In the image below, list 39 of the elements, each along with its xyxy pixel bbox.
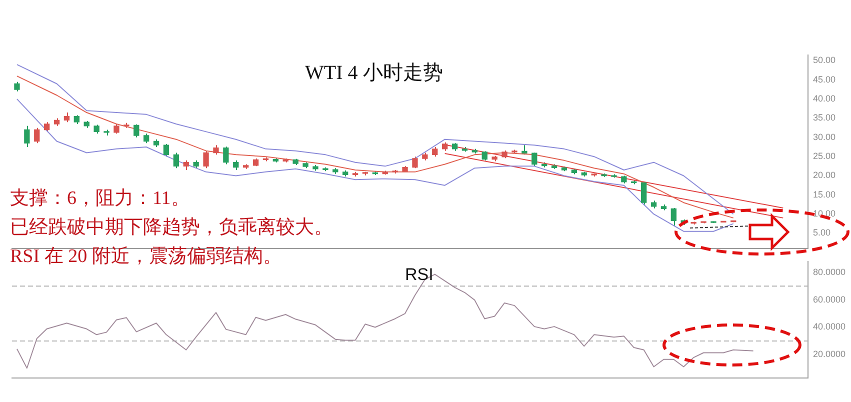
y-tick-label: 35.00 (813, 112, 836, 123)
candlestick (432, 146, 438, 158)
candlestick (213, 144, 219, 156)
candlestick (24, 125, 30, 148)
y-tick-label: 20.0000 (813, 349, 846, 360)
y-tick-label: 60.0000 (813, 294, 846, 304)
y-tick-label: 5.00 (813, 228, 831, 238)
annotation: RSI 在 20 附近，震荡偏弱结构。 (10, 246, 282, 268)
y-tick-label: 15.00 (813, 189, 836, 200)
candlestick (34, 127, 40, 144)
annotation: 支撑：6，阻力：11。 (10, 188, 190, 210)
chart-title: WTI 4 小时走势 (305, 61, 443, 86)
candlestick (233, 160, 239, 171)
candlestick (173, 152, 180, 169)
annotation: 已经跌破中期下降趋势，负乖离较大。 (10, 217, 333, 239)
candlestick (640, 181, 647, 206)
y-tick-label: 20.00 (813, 170, 836, 180)
candlestick (532, 152, 538, 167)
candlestick (183, 160, 189, 171)
candlestick (134, 124, 140, 138)
candlestick (412, 156, 418, 169)
candlestick (223, 146, 229, 165)
candlestick (114, 124, 120, 134)
candlestick (44, 122, 50, 132)
y-tick-label: 50.00 (813, 55, 836, 66)
y-tick-label: 40.00 (813, 94, 836, 104)
chart-title: RSI (405, 265, 434, 286)
candlestick (14, 81, 20, 92)
y-tick-label: 25.00 (813, 151, 836, 162)
candlestick (143, 133, 150, 144)
y-tick-label: 30.00 (813, 132, 836, 142)
candlestick (670, 207, 677, 226)
y-tick-label: 45.00 (813, 74, 836, 84)
candlestick (163, 143, 170, 158)
candlestick (482, 150, 488, 161)
y-tick-label: 40.0000 (813, 322, 846, 332)
candlestick (203, 150, 209, 169)
candlestick (64, 112, 70, 123)
y-tick-label: 80.0000 (813, 266, 846, 277)
